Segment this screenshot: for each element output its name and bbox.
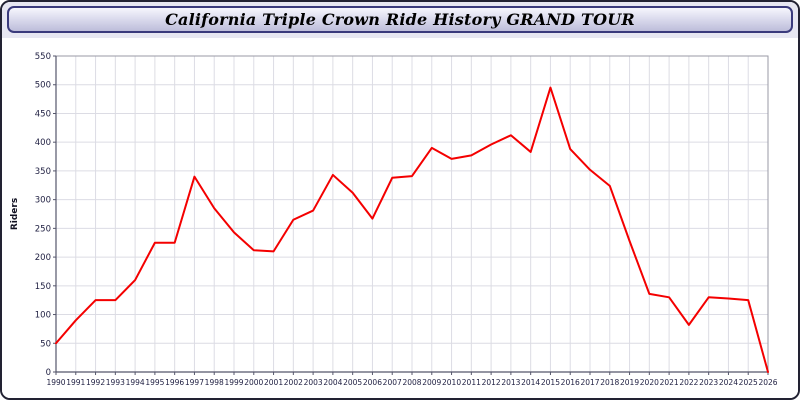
svg-text:450: 450 xyxy=(35,109,51,119)
svg-text:1999: 1999 xyxy=(224,378,243,387)
svg-text:2009: 2009 xyxy=(422,378,441,387)
svg-text:2014: 2014 xyxy=(521,378,540,387)
svg-text:1997: 1997 xyxy=(185,378,204,387)
svg-text:2013: 2013 xyxy=(501,378,520,387)
series-line xyxy=(55,86,769,373)
svg-text:2020: 2020 xyxy=(640,378,659,387)
svg-text:2016: 2016 xyxy=(561,378,580,387)
svg-text:1990: 1990 xyxy=(46,378,65,387)
svg-text:150: 150 xyxy=(35,282,51,292)
svg-text:2021: 2021 xyxy=(660,378,679,387)
svg-text:500: 500 xyxy=(35,81,51,91)
svg-text:1998: 1998 xyxy=(205,378,224,387)
svg-text:2002: 2002 xyxy=(284,378,303,387)
y-tick-labels: 0 50 100 150 200 250 300 350 400 450 500 550 xyxy=(35,52,56,378)
svg-text:400: 400 xyxy=(35,138,51,148)
grid xyxy=(55,55,769,373)
svg-text:2024: 2024 xyxy=(719,378,738,387)
svg-text:2006: 2006 xyxy=(363,378,382,387)
svg-text:2017: 2017 xyxy=(580,378,599,387)
svg-text:350: 350 xyxy=(35,167,51,177)
svg-text:2026: 2026 xyxy=(758,378,777,387)
svg-text:0: 0 xyxy=(46,368,51,378)
svg-text:2000: 2000 xyxy=(244,378,263,387)
x-tick-labels: 1990 1991 1992 1993 1994 1995 1996 1997 1998 1999… xyxy=(46,372,778,387)
svg-text:1995: 1995 xyxy=(145,378,164,387)
svg-text:2004: 2004 xyxy=(323,378,342,387)
svg-text:1996: 1996 xyxy=(165,378,184,387)
svg-text:2019: 2019 xyxy=(620,378,639,387)
svg-text:2003: 2003 xyxy=(304,378,323,387)
svg-text:2025: 2025 xyxy=(739,378,758,387)
svg-text:2011: 2011 xyxy=(462,378,481,387)
svg-text:300: 300 xyxy=(35,196,51,206)
svg-text:200: 200 xyxy=(35,253,51,263)
svg-text:1993: 1993 xyxy=(106,378,125,387)
chart-panel: 0 50 100 150 200 250 300 350 400 450 500 550 1990 199… xyxy=(2,38,798,398)
svg-text:2010: 2010 xyxy=(442,378,461,387)
svg-text:100: 100 xyxy=(35,311,51,321)
svg-text:50: 50 xyxy=(40,339,51,349)
svg-text:2005: 2005 xyxy=(343,378,362,387)
svg-text:1992: 1992 xyxy=(86,378,105,387)
header: California Triple Crown Ride History GRA… xyxy=(2,2,798,38)
svg-text:2015: 2015 xyxy=(541,378,560,387)
svg-text:2012: 2012 xyxy=(482,378,501,387)
svg-text:550: 550 xyxy=(35,52,51,62)
y-axis-label: Riders xyxy=(10,198,20,230)
chart-title: California Triple Crown Ride History GRA… xyxy=(165,10,635,29)
svg-text:1991: 1991 xyxy=(66,378,85,387)
svg-text:2023: 2023 xyxy=(699,378,718,387)
svg-text:2018: 2018 xyxy=(600,378,619,387)
svg-text:2008: 2008 xyxy=(402,378,421,387)
svg-text:250: 250 xyxy=(35,224,51,234)
svg-text:2022: 2022 xyxy=(679,378,698,387)
svg-text:2007: 2007 xyxy=(383,378,402,387)
svg-text:1994: 1994 xyxy=(126,378,145,387)
svg-text:2001: 2001 xyxy=(264,378,283,387)
title-bar: California Triple Crown Ride History GRA… xyxy=(7,6,793,33)
